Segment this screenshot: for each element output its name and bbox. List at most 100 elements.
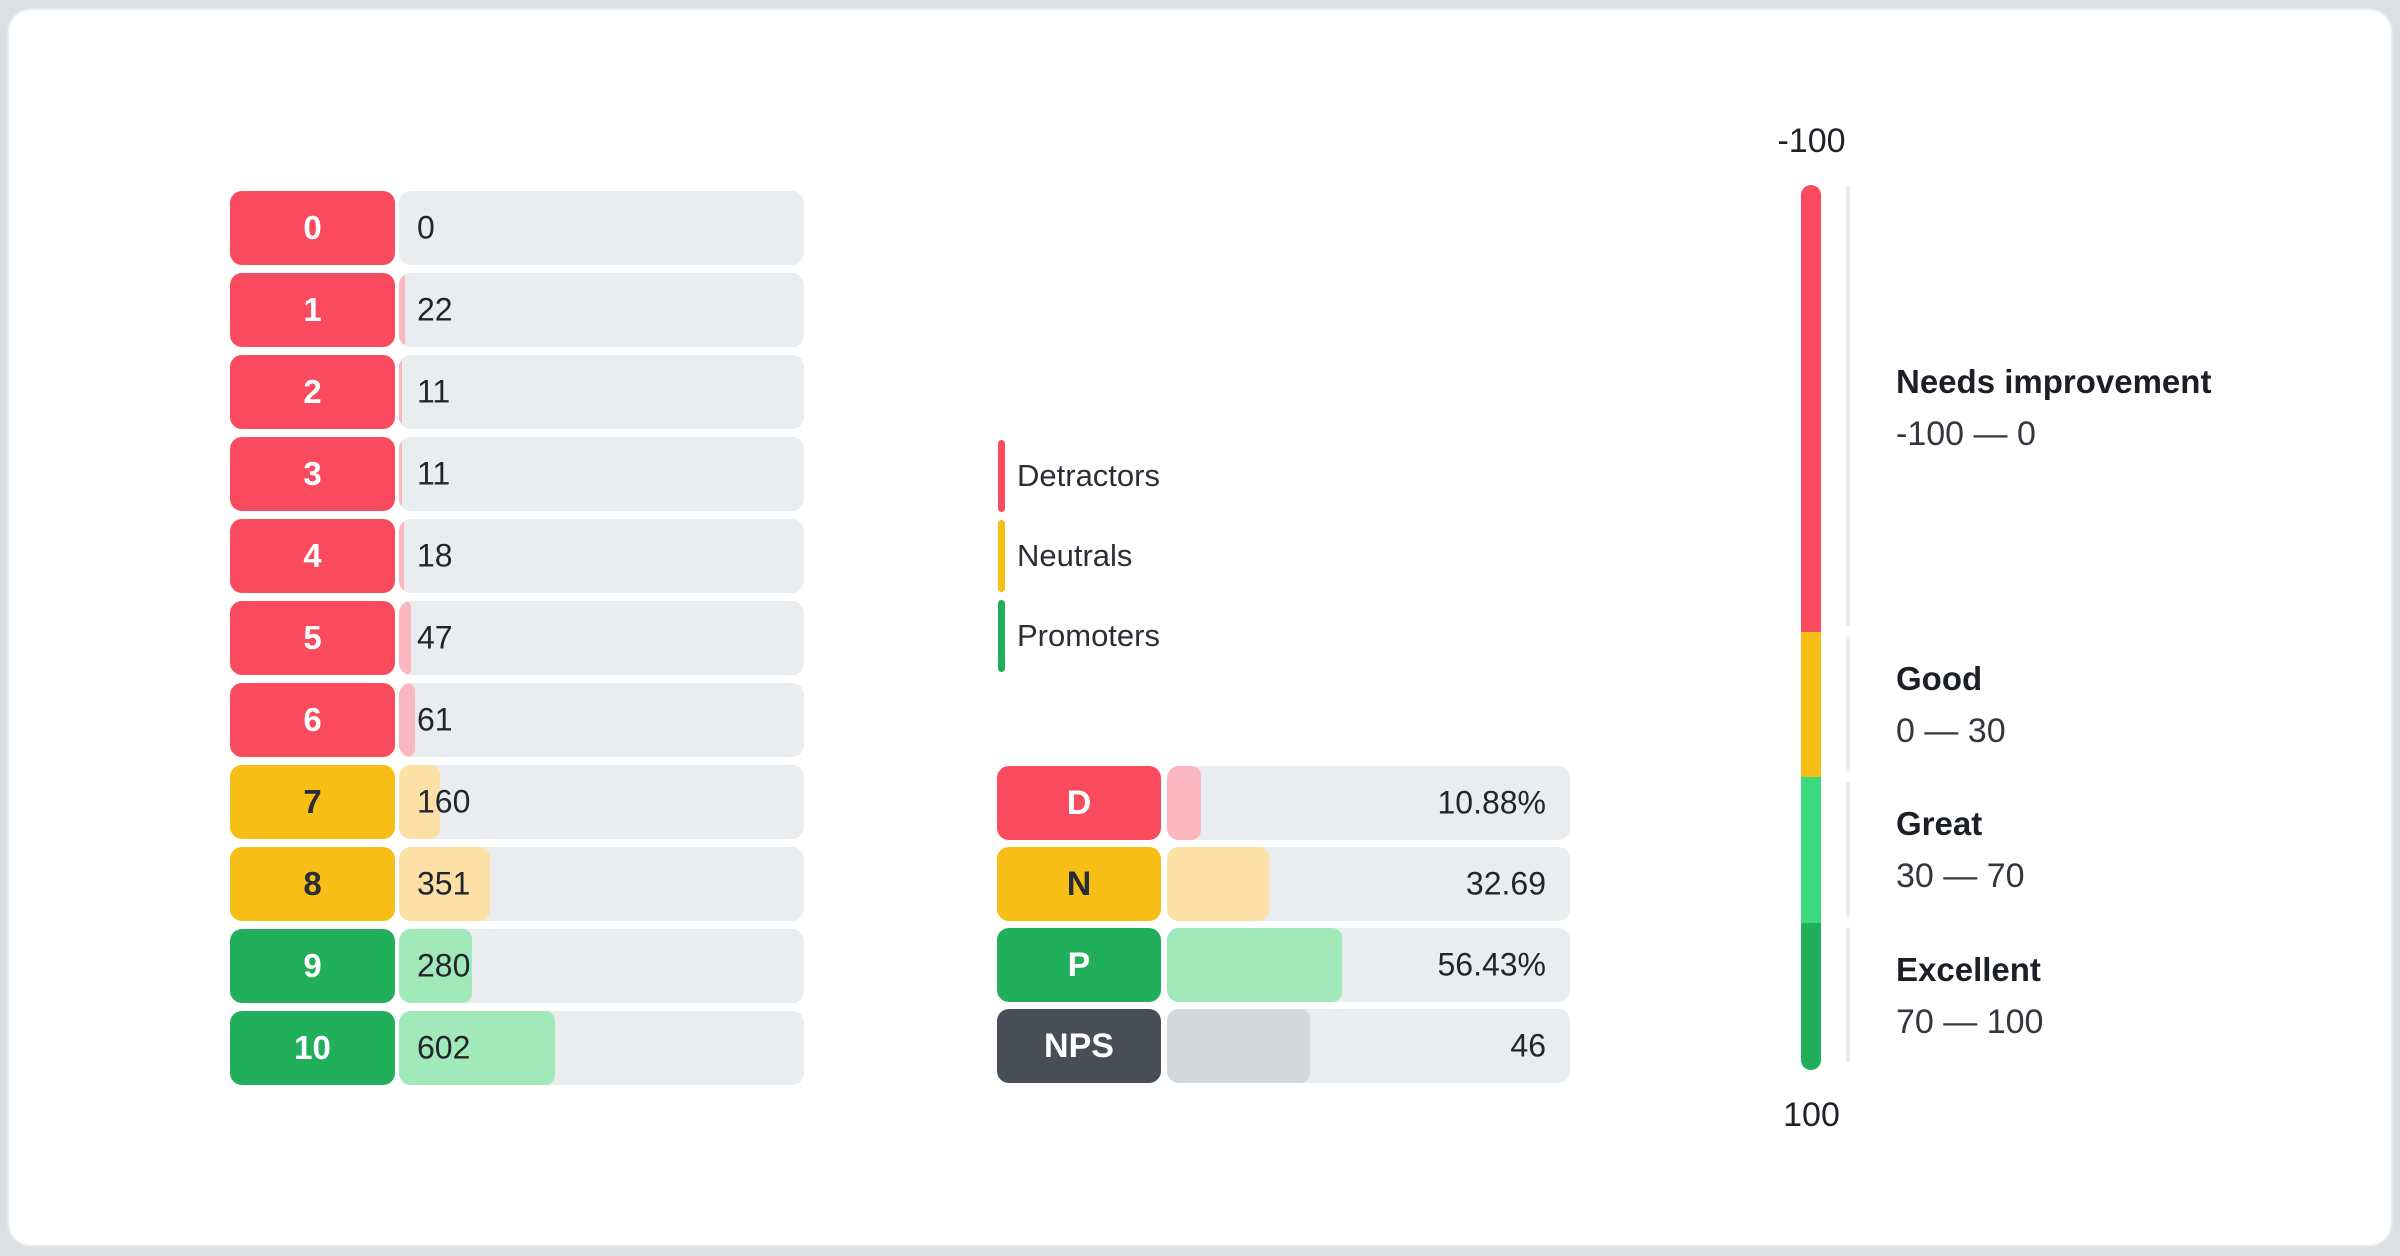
score-value-5: 47 — [417, 619, 453, 656]
score-value-4: 18 — [417, 537, 453, 574]
score-fill-7 — [399, 765, 441, 839]
score-value-3: 11 — [417, 455, 451, 492]
score-chip-6: 6 — [230, 683, 395, 757]
zone-range: 30 — 70 — [1896, 856, 2025, 895]
summary-row-neutrals: N 32.69 — [997, 847, 1570, 921]
score-row-7: 7 160 — [230, 765, 804, 839]
score-chip-10: 10 — [230, 1011, 395, 1085]
score-row-10: 10 602 — [230, 1011, 804, 1085]
score-track-10: 602 — [399, 1011, 804, 1085]
score-track-0: 0 — [399, 191, 804, 265]
gauge-bar — [1801, 185, 1821, 1070]
score-fill-3 — [399, 437, 402, 511]
summary-row-detractors: D 10.88% — [997, 766, 1570, 840]
gauge-axis-segment — [1846, 636, 1850, 772]
gauge-segment-excellent — [1801, 923, 1821, 1070]
score-distribution-chart: 0 0 1 22 2 11 3 11 4 18 5 — [230, 191, 804, 1085]
gauge-axis-segment — [1846, 782, 1850, 917]
gauge-max-label: 100 — [1783, 1096, 1840, 1134]
score-chip-0: 0 — [230, 191, 395, 265]
gauge-axis-segment — [1846, 185, 1850, 626]
zone-range: 70 — 100 — [1896, 1002, 2044, 1041]
summary-value-d: 10.88% — [1437, 784, 1546, 821]
summary-track-d: 10.88% — [1167, 766, 1570, 840]
summary-fill-n — [1167, 847, 1269, 921]
score-row-6: 6 61 — [230, 683, 804, 757]
score-track-3: 11 — [399, 437, 804, 511]
zone-title: Needs improvement — [1896, 362, 2212, 400]
zone-great: Great 30 — 70 — [1896, 795, 2025, 905]
summary-value-nps: 46 — [1510, 1027, 1546, 1064]
score-track-4: 18 — [399, 519, 804, 593]
score-value-6: 61 — [417, 701, 453, 738]
score-row-0: 0 0 — [230, 191, 804, 265]
legend: Detractors Neutrals Promoters — [998, 440, 1160, 672]
summary-row-nps: NPS 46 — [997, 1009, 1570, 1083]
score-chip-8: 8 — [230, 847, 395, 921]
summary-value-n: 32.69 — [1465, 865, 1546, 902]
score-row-1: 1 22 — [230, 273, 804, 347]
score-track-8: 351 — [399, 847, 804, 921]
gauge-segment-good — [1801, 631, 1821, 778]
score-fill-6 — [399, 683, 415, 757]
gauge-axis-line — [1846, 185, 1850, 1063]
score-chip-1: 1 — [230, 273, 395, 347]
score-value-2: 11 — [417, 373, 451, 410]
score-track-5: 47 — [399, 601, 804, 675]
score-value-7: 160 — [417, 783, 471, 820]
score-fill-5 — [399, 601, 412, 675]
score-chip-4: 4 — [230, 519, 395, 593]
score-value-9: 280 — [417, 947, 471, 984]
score-row-2: 2 11 — [230, 355, 804, 429]
promoters-color-mark — [998, 600, 1005, 672]
score-fill-1 — [399, 273, 405, 347]
score-fill-4 — [399, 519, 404, 593]
summary-chip-nps: NPS — [997, 1009, 1161, 1083]
score-row-5: 5 47 — [230, 601, 804, 675]
score-row-9: 9 280 — [230, 929, 804, 1003]
score-chip-5: 5 — [230, 601, 395, 675]
score-chip-7: 7 — [230, 765, 395, 839]
score-value-1: 22 — [417, 291, 453, 328]
score-track-7: 160 — [399, 765, 804, 839]
summary-chip-d: D — [997, 766, 1161, 840]
neutrals-color-mark — [998, 520, 1005, 592]
summary-chip-p: P — [997, 928, 1161, 1002]
score-fill-10 — [399, 1011, 555, 1085]
score-chip-3: 3 — [230, 437, 395, 511]
zone-title: Excellent — [1896, 950, 2041, 988]
zone-title: Good — [1896, 659, 1983, 697]
detractors-color-mark — [998, 440, 1005, 512]
nps-summary-chart: D 10.88% N 32.69 P 56.43% NPS 46 — [997, 766, 1570, 1083]
zone-excellent: Excellent 70 — 100 — [1896, 941, 2043, 1051]
summary-row-promoters: P 56.43% — [997, 928, 1570, 1002]
score-row-4: 4 18 — [230, 519, 804, 593]
score-track-2: 11 — [399, 355, 804, 429]
score-chip-9: 9 — [230, 929, 395, 1003]
score-track-6: 61 — [399, 683, 804, 757]
score-row-8: 8 351 — [230, 847, 804, 921]
gauge-segment-great — [1801, 777, 1821, 924]
score-track-1: 22 — [399, 273, 804, 347]
legend-label: Detractors — [1017, 458, 1160, 493]
summary-fill-d — [1167, 766, 1201, 840]
gauge-segment-needs-improvement — [1801, 185, 1821, 632]
summary-track-n: 32.69 — [1167, 847, 1570, 921]
legend-label: Promoters — [1017, 618, 1160, 653]
summary-fill-p — [1167, 928, 1342, 1002]
gauge-axis-segment — [1846, 927, 1850, 1062]
summary-value-p: 56.43% — [1437, 946, 1546, 983]
score-value-10: 602 — [417, 1029, 471, 1066]
summary-track-p: 56.43% — [1167, 928, 1570, 1002]
score-fill-8 — [399, 847, 490, 921]
score-fill-2 — [399, 355, 402, 429]
score-value-8: 351 — [417, 865, 471, 902]
score-value-0: 0 — [417, 209, 435, 246]
summary-fill-nps — [1167, 1009, 1310, 1083]
summary-track-nps: 46 — [1167, 1009, 1570, 1083]
score-chip-2: 2 — [230, 355, 395, 429]
score-track-9: 280 — [399, 929, 804, 1003]
zone-range: 0 — 30 — [1896, 711, 2006, 750]
legend-item-neutrals: Neutrals — [998, 520, 1160, 592]
gauge-min-label: -100 — [1777, 122, 1846, 160]
